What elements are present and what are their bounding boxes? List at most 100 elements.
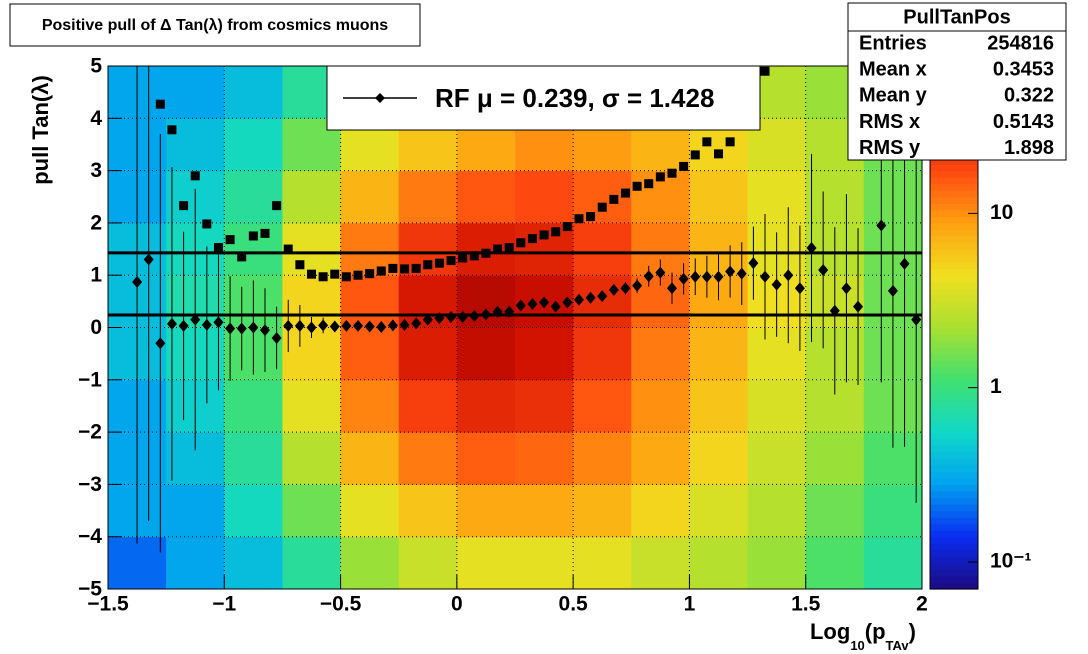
color-bar-step: [930, 157, 978, 165]
z-tick-label: 10⁻¹: [990, 550, 1031, 573]
heatmap-cell: [224, 432, 283, 485]
heatmap-cell: [340, 484, 400, 538]
rms-marker: [423, 260, 433, 270]
rms-marker: [632, 181, 642, 191]
rms-marker: [539, 230, 549, 240]
rms-marker: [283, 244, 293, 254]
rms-marker: [504, 242, 514, 252]
heatmap-cell: [166, 66, 225, 119]
mean-marker: [201, 318, 212, 331]
heatmap-cell: [805, 170, 865, 224]
color-bar-step: [930, 262, 978, 270]
heatmap-cell: [224, 170, 283, 224]
y-axis-label: pull Tan(λ): [28, 75, 53, 185]
rms-marker: [400, 264, 410, 274]
heatmap-cell: [631, 327, 690, 381]
color-bar-step: [930, 347, 978, 355]
rms-marker: [527, 234, 537, 244]
y-tick-label: 4: [90, 107, 102, 130]
color-bar-step: [930, 458, 978, 466]
color-bar-step: [930, 556, 978, 564]
heatmap-cell: [515, 379, 574, 433]
rms-marker: [434, 258, 444, 268]
mean-marker: [701, 270, 712, 283]
mean-marker: [422, 313, 433, 326]
x-axis-label: Log10(pTAv): [810, 619, 916, 654]
color-bar-step: [930, 281, 978, 289]
stats-name: RMS x: [859, 111, 920, 133]
chart-title: Positive pull of Δ Tan(λ) from cosmics m…: [42, 17, 388, 34]
rms-marker: [307, 269, 316, 279]
y-tick-label: −3: [78, 473, 102, 496]
color-bar-step: [930, 504, 978, 512]
color-bar-step: [930, 353, 978, 361]
color-bar-step: [930, 392, 978, 401]
color-bar-step: [930, 484, 978, 492]
color-bar-step: [930, 294, 978, 302]
rms-marker: [179, 201, 189, 211]
stats-value: 0.322: [1004, 85, 1054, 107]
mean-marker: [643, 270, 654, 283]
rms-marker: [341, 272, 351, 282]
mean-marker: [527, 297, 538, 310]
color-bar-step: [930, 177, 978, 185]
rms-marker: [213, 242, 223, 252]
heatmap-cell: [515, 536, 574, 590]
rms-marker: [679, 161, 689, 171]
color-bar-step: [930, 190, 978, 198]
heatmap-cell: [340, 275, 400, 328]
mean-marker: [771, 278, 782, 291]
heatmap-cell: [515, 170, 574, 224]
heatmap-cell: [515, 432, 574, 485]
color-bar-step: [930, 327, 978, 335]
mean-marker: [550, 300, 561, 313]
x-tick-label: 2: [916, 593, 928, 616]
heatmap-cell: [515, 484, 574, 538]
x-tick-label: 0.5: [559, 593, 589, 616]
color-bar-step: [930, 249, 978, 257]
y-tick-label: −4: [78, 525, 102, 548]
rms-marker: [574, 214, 584, 224]
heatmap-cell: [398, 432, 458, 485]
mean-marker: [783, 269, 794, 282]
y-tick-label: −5: [78, 578, 102, 601]
mean-marker: [504, 305, 515, 318]
color-bar-step: [930, 412, 978, 420]
mean-marker: [469, 309, 480, 322]
mean-marker: [794, 282, 805, 295]
heatmap-cell: [224, 484, 283, 538]
rms-marker: [365, 269, 375, 279]
color-bar-step: [930, 242, 978, 250]
stats-value: 0.3453: [993, 58, 1054, 80]
color-bar-step: [930, 386, 978, 394]
y-tick-label: 5: [90, 55, 102, 78]
color-bar-step: [930, 419, 978, 427]
color-bar-step: [930, 196, 978, 204]
heatmap-cell: [282, 432, 342, 485]
stats-box: PullTanPos Entries 254816 Mean x 0.3453 Mean …: [847, 2, 1067, 161]
rms-marker: [655, 172, 665, 182]
heatmap-cell: [747, 484, 807, 538]
rms-marker: [272, 201, 282, 211]
rms-marker: [597, 202, 607, 212]
mean-marker: [132, 275, 143, 288]
rms-marker: [155, 99, 165, 109]
mean-marker: [608, 283, 619, 296]
x-tick-label: −1: [212, 593, 236, 616]
mean-marker: [306, 321, 317, 334]
mean-marker: [632, 279, 643, 292]
heatmap-cell: [282, 170, 342, 224]
color-bar-step: [930, 340, 978, 348]
color-bar-step: [930, 562, 978, 570]
heatmap-cell: [631, 536, 690, 590]
color-bar-step: [930, 405, 978, 414]
mean-marker: [597, 290, 608, 303]
x-tick-label: 1: [684, 593, 696, 616]
heatmap-cell: [747, 432, 807, 485]
rms-marker: [260, 228, 270, 238]
mean-marker: [248, 321, 259, 334]
heatmap-cell: [573, 222, 632, 276]
mean-marker: [620, 282, 631, 295]
x-label-part: Log: [810, 619, 850, 644]
mean-marker: [271, 331, 282, 344]
